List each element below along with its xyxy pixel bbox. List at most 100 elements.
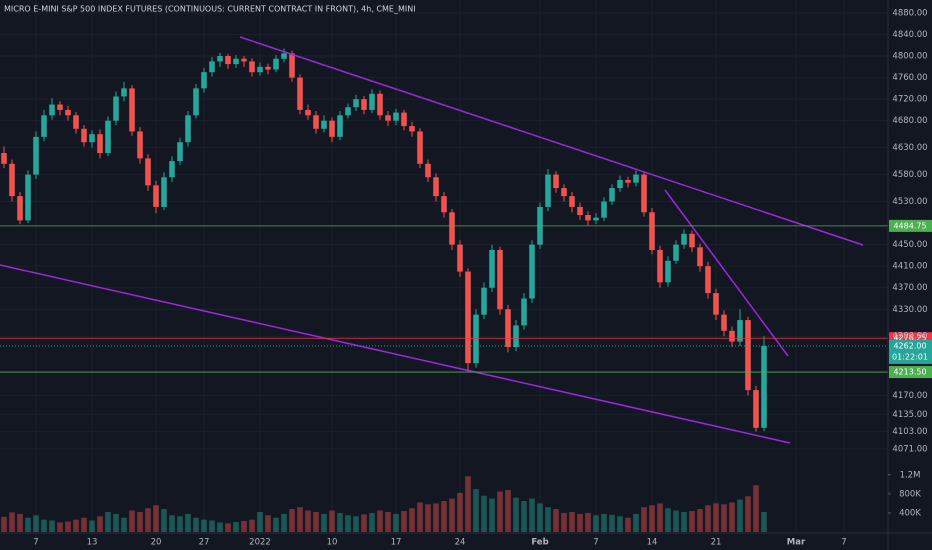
candle-body — [137, 131, 143, 159]
volume-bar — [569, 511, 575, 532]
candle-body — [265, 66, 271, 70]
y-tick-label: 4680.00 — [892, 116, 927, 126]
volume-bar — [225, 523, 231, 532]
candle-body — [337, 115, 343, 137]
volume-bar — [505, 490, 511, 532]
volume-bar — [537, 503, 543, 532]
volume-bar — [545, 507, 551, 532]
candle-body — [217, 56, 223, 62]
candle-body — [585, 214, 591, 221]
price-label-box — [889, 339, 932, 364]
x-tick-label: 7 — [841, 538, 846, 548]
volume-bar — [649, 505, 655, 532]
candle-body — [233, 58, 239, 65]
price-label-box — [889, 219, 932, 232]
candle-body — [329, 120, 335, 137]
price-label: 4276.25 — [893, 334, 926, 343]
y-tick-label: 4530.00 — [892, 197, 927, 207]
volume-bar — [57, 522, 63, 532]
candle-body — [81, 128, 87, 143]
x-tick-label: 7 — [33, 538, 38, 548]
y-tick-label: 4103.00 — [892, 427, 927, 437]
candle-body — [497, 250, 503, 310]
candle-body — [169, 161, 175, 178]
candle-body — [185, 115, 191, 143]
volume-bar — [601, 513, 607, 532]
y-tick-label: 4720.00 — [892, 95, 927, 105]
volume-bar — [665, 508, 671, 532]
volume-bar — [249, 519, 255, 532]
volume-bar — [529, 498, 535, 532]
volume-bar — [321, 513, 327, 532]
volume-bar — [385, 511, 391, 532]
volume-bar — [441, 501, 447, 532]
candle-body — [417, 131, 423, 164]
candle-body — [305, 109, 311, 116]
candle-body — [529, 244, 535, 299]
y-tick-label: 4170.00 — [892, 391, 927, 401]
volume-bar — [65, 521, 71, 532]
candle-body — [105, 120, 111, 154]
volume-tick-label: 1.2M — [900, 470, 921, 480]
volume-bar — [81, 517, 87, 532]
candle-body — [289, 53, 295, 78]
candle-body — [641, 174, 647, 213]
volume-bar — [97, 516, 103, 532]
candle-body — [33, 136, 39, 175]
volume-bar — [177, 516, 183, 532]
x-tick-label: 2022 — [249, 538, 271, 548]
volume-bar — [761, 511, 767, 532]
volume-bar — [185, 513, 191, 532]
volume-bar — [753, 485, 759, 532]
volume-bar — [489, 498, 495, 532]
price-label: 4484.75 — [893, 221, 926, 230]
candle-body — [97, 134, 103, 154]
volume-bar — [705, 505, 711, 532]
candle-body — [457, 244, 463, 272]
price-label-box — [889, 366, 932, 379]
y-tick-label: 4135.00 — [892, 410, 927, 420]
volume-bar — [553, 509, 559, 532]
candle-body — [377, 93, 383, 116]
y-tick-label: 4370.00 — [892, 283, 927, 293]
volume-bar — [297, 507, 303, 532]
volume-bar — [561, 512, 567, 532]
volume-bar — [673, 510, 679, 532]
volume-bar — [89, 520, 95, 532]
candle-body — [465, 271, 471, 364]
candle-body — [609, 188, 615, 202]
volume-bar — [577, 513, 583, 532]
volume-bar — [377, 510, 383, 532]
volume-bar — [305, 510, 311, 532]
candle-body — [553, 174, 559, 189]
candle-body — [425, 163, 431, 178]
candle-body — [321, 120, 327, 129]
candle-body — [593, 217, 599, 221]
y-tick-label: 4410.00 — [892, 262, 927, 272]
volume-bar — [465, 476, 471, 532]
axes: 4880.00 4840.00 4800.00 4760.00 4720.00 4680.… — [33, 8, 927, 547]
volume-bar — [633, 513, 639, 532]
candle-body — [241, 58, 247, 62]
candle-body — [153, 185, 159, 207]
volume-bar — [521, 501, 527, 532]
candle-body — [177, 142, 183, 162]
candle-body — [201, 72, 207, 89]
candle-body — [225, 56, 231, 65]
volume-tick-label: 800K — [899, 489, 921, 499]
trendline — [0, 264, 791, 444]
volume-bar — [641, 507, 647, 532]
candle-body — [369, 93, 375, 110]
volume-bar — [417, 502, 423, 532]
candle-body — [73, 115, 79, 129]
candle-body — [401, 112, 407, 127]
candle-body — [489, 250, 495, 288]
candle-body — [313, 115, 319, 129]
candle-body — [689, 233, 695, 248]
candle-body — [561, 188, 567, 197]
volume-bar — [201, 519, 207, 532]
volume-bar — [33, 515, 39, 532]
y-tick-label: 4840.00 — [892, 30, 927, 40]
